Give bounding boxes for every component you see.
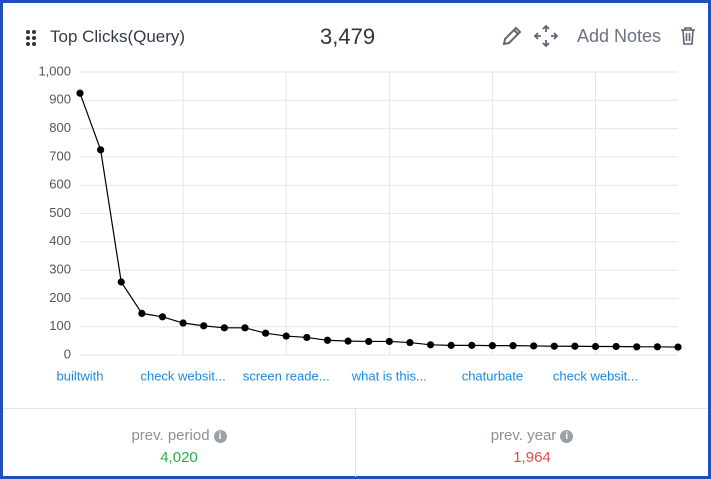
chart: 0 100 200 300 400 500 600 700 800 900 1,000 builtwi… bbox=[38, 63, 682, 383]
point bbox=[97, 146, 105, 154]
y-tick-label: 500 bbox=[49, 205, 71, 220]
point bbox=[468, 341, 476, 349]
point bbox=[365, 337, 373, 346]
point bbox=[426, 341, 435, 349]
point bbox=[385, 337, 393, 346]
point bbox=[282, 332, 290, 340]
prev-period-label: prev. period bbox=[131, 427, 210, 444]
point bbox=[158, 313, 167, 321]
x-tick-label: builtwith bbox=[57, 368, 104, 383]
point bbox=[550, 342, 558, 350]
prev-year: prev. year i 1,964 bbox=[355, 409, 708, 477]
prev-period-value: 4,020 bbox=[160, 449, 198, 466]
point bbox=[323, 336, 332, 344]
y-tick-label: 400 bbox=[49, 233, 71, 248]
drag-handle[interactable] bbox=[25, 29, 37, 47]
y-tick-label: 200 bbox=[49, 290, 71, 305]
y-tick-label: 300 bbox=[49, 262, 71, 277]
prev-year-value: 1,964 bbox=[513, 449, 551, 466]
y-tick-label: 600 bbox=[49, 177, 71, 192]
y-tick-label: 700 bbox=[49, 148, 71, 163]
point bbox=[406, 338, 414, 347]
point bbox=[530, 342, 538, 350]
point bbox=[179, 319, 187, 327]
total-value: 3,479 bbox=[320, 24, 376, 49]
edit-icon[interactable] bbox=[501, 25, 523, 47]
point bbox=[241, 324, 249, 332]
point bbox=[261, 329, 270, 337]
point bbox=[447, 341, 455, 349]
y-tick-label: 900 bbox=[49, 92, 71, 107]
point bbox=[653, 343, 661, 351]
point bbox=[138, 309, 146, 317]
widget-title: Top Clicks(Query) bbox=[50, 27, 186, 46]
info-icon[interactable]: i bbox=[560, 430, 574, 443]
point bbox=[612, 342, 620, 351]
y-tick-label: 1,000 bbox=[38, 63, 71, 78]
x-tick-label: what is this... bbox=[351, 368, 427, 383]
point bbox=[571, 342, 579, 350]
footer: prev. period i 4,020 prev. year i 1,964 bbox=[3, 408, 708, 477]
x-tick-label: check websit... bbox=[553, 368, 638, 383]
point bbox=[344, 337, 352, 345]
point bbox=[591, 342, 600, 351]
line bbox=[79, 93, 679, 348]
point bbox=[633, 343, 641, 351]
point bbox=[303, 333, 311, 342]
add-notes-button[interactable]: Add Notes bbox=[577, 26, 662, 46]
point bbox=[200, 322, 208, 330]
header: Top Clicks(Query) 3,479 Add Notes bbox=[3, 3, 708, 65]
y-tick-label: 100 bbox=[49, 318, 71, 333]
info-icon[interactable]: i bbox=[213, 430, 227, 443]
x-tick-label: screen reade... bbox=[243, 368, 330, 383]
point bbox=[509, 342, 517, 350]
point bbox=[76, 89, 84, 97]
x-tick-label: chaturbate bbox=[462, 368, 523, 383]
x-tick-label: check websit... bbox=[140, 368, 225, 383]
y-tick-label: 0 bbox=[64, 346, 71, 361]
prev-year-label: prev. year bbox=[490, 427, 557, 444]
point bbox=[674, 343, 682, 351]
prev-period: prev. period i 4,020 bbox=[3, 409, 355, 477]
point bbox=[220, 324, 228, 332]
delete-icon[interactable] bbox=[680, 26, 696, 46]
y-tick-label: 800 bbox=[49, 120, 71, 135]
point bbox=[488, 342, 497, 350]
move-icon[interactable] bbox=[534, 25, 558, 47]
point bbox=[117, 278, 125, 286]
